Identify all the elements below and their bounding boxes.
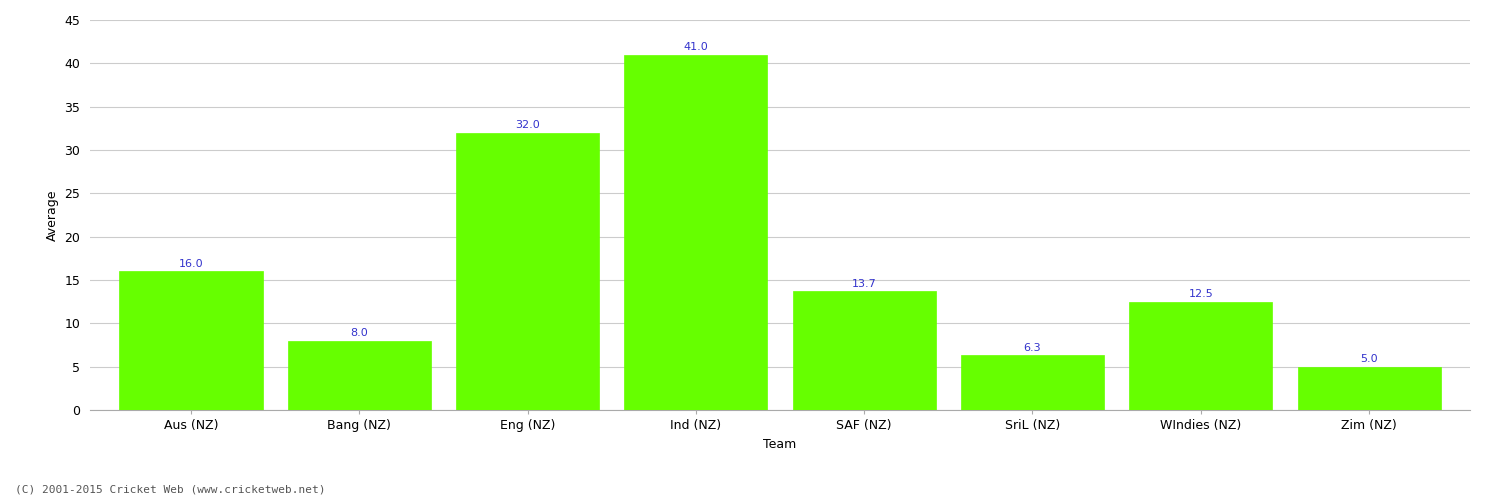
Bar bbox=[792, 292, 936, 410]
Bar bbox=[624, 54, 768, 410]
Text: 12.5: 12.5 bbox=[1188, 289, 1214, 299]
Text: 6.3: 6.3 bbox=[1023, 343, 1041, 353]
X-axis label: Team: Team bbox=[764, 438, 796, 450]
Bar bbox=[288, 340, 430, 410]
Text: 13.7: 13.7 bbox=[852, 278, 876, 288]
Bar bbox=[120, 272, 262, 410]
Text: 41.0: 41.0 bbox=[684, 42, 708, 52]
Y-axis label: Average: Average bbox=[46, 189, 58, 241]
Text: 5.0: 5.0 bbox=[1360, 354, 1378, 364]
Text: 32.0: 32.0 bbox=[514, 120, 540, 130]
Text: 8.0: 8.0 bbox=[351, 328, 368, 338]
Bar bbox=[456, 132, 598, 410]
Bar bbox=[1298, 366, 1440, 410]
Text: 16.0: 16.0 bbox=[178, 258, 204, 268]
Text: (C) 2001-2015 Cricket Web (www.cricketweb.net): (C) 2001-2015 Cricket Web (www.cricketwe… bbox=[15, 485, 326, 495]
Bar bbox=[962, 356, 1104, 410]
Bar bbox=[1130, 302, 1272, 410]
